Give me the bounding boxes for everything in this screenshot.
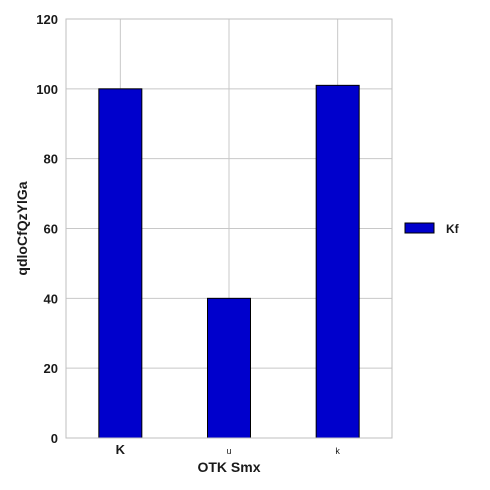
y-tick-label: 40 [44,291,58,306]
x-tick-label: K [116,442,126,457]
bar-u [207,297,251,439]
x-tick-label: u [226,446,231,456]
bar-K [98,88,143,439]
y-tick-label: 20 [44,361,58,376]
y-axis-title: qdloCfQzYlGa [14,181,30,275]
bar-k [315,84,360,439]
y-tick-label: 80 [44,152,58,167]
y-axis-ticks: 0 20 40 60 80 100 120 [36,12,58,446]
plot-frame [65,18,393,439]
x-axis-title: OTK Smx [197,459,260,475]
y-tick-label: 120 [36,12,58,27]
legend: Kf [404,222,460,236]
y-tick-label: 60 [44,222,58,237]
y-tick-label: 100 [36,82,58,97]
y-tick-label: 0 [51,431,58,446]
legend-label: Kf [446,222,460,236]
legend-swatch [404,222,435,234]
x-tick-label: k [335,446,340,456]
